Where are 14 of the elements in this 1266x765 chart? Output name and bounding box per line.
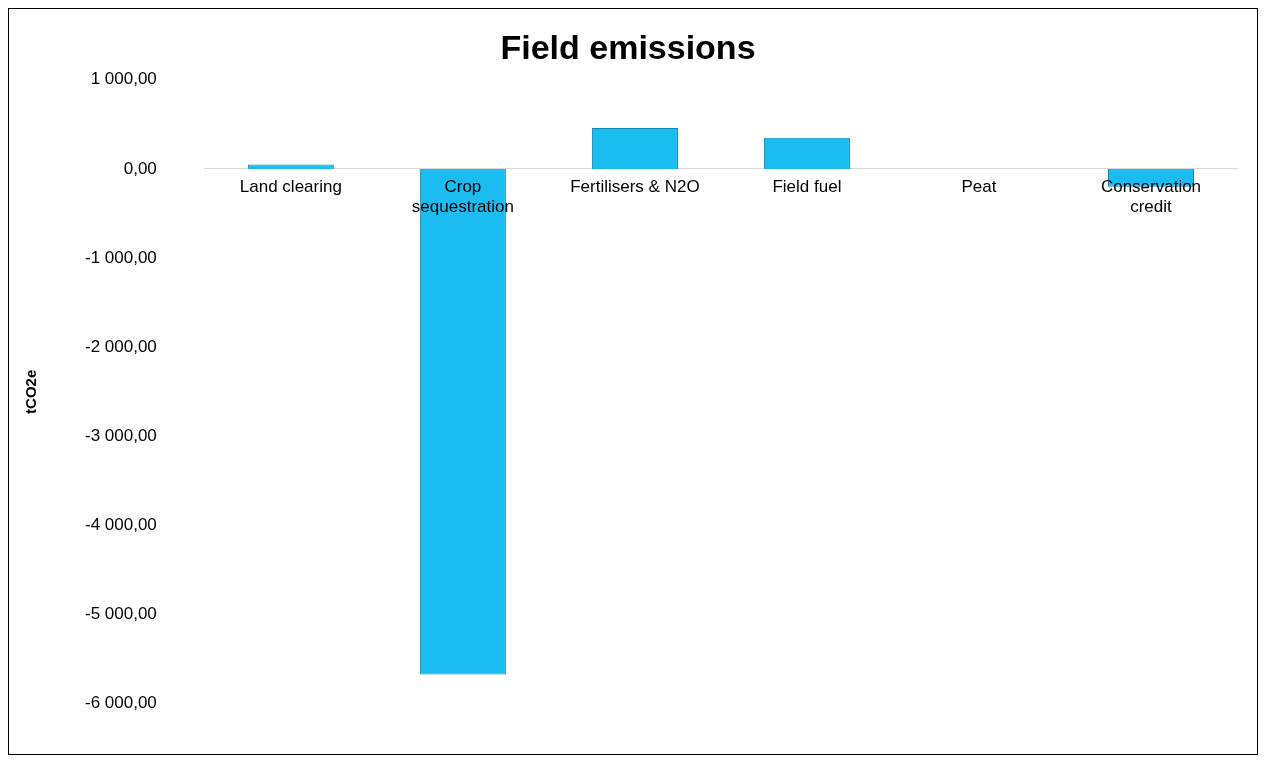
x-tick-label: Land clearing <box>239 176 342 196</box>
y-tick-label: 1 000,00 <box>90 69 157 89</box>
y-tick-label: -3 000,00 <box>84 426 157 446</box>
x-tick-label: Fertilisers & N2O <box>570 176 700 196</box>
x-tick-label: Field fuel <box>772 176 842 196</box>
y-tick-label: -6 000,00 <box>84 693 157 713</box>
y-tick-label: -1 000,00 <box>84 247 157 267</box>
y-tick-label: -5 000,00 <box>84 604 157 624</box>
chart-title: Field emissions <box>500 27 756 66</box>
y-tick-label: -2 000,00 <box>84 336 157 356</box>
y-tick-label: -4 000,00 <box>84 515 157 535</box>
y-axis-title: tCO2e <box>22 369 40 414</box>
y-tick-label: 0,00 <box>123 158 157 178</box>
x-tick-label: Peat <box>961 176 997 196</box>
